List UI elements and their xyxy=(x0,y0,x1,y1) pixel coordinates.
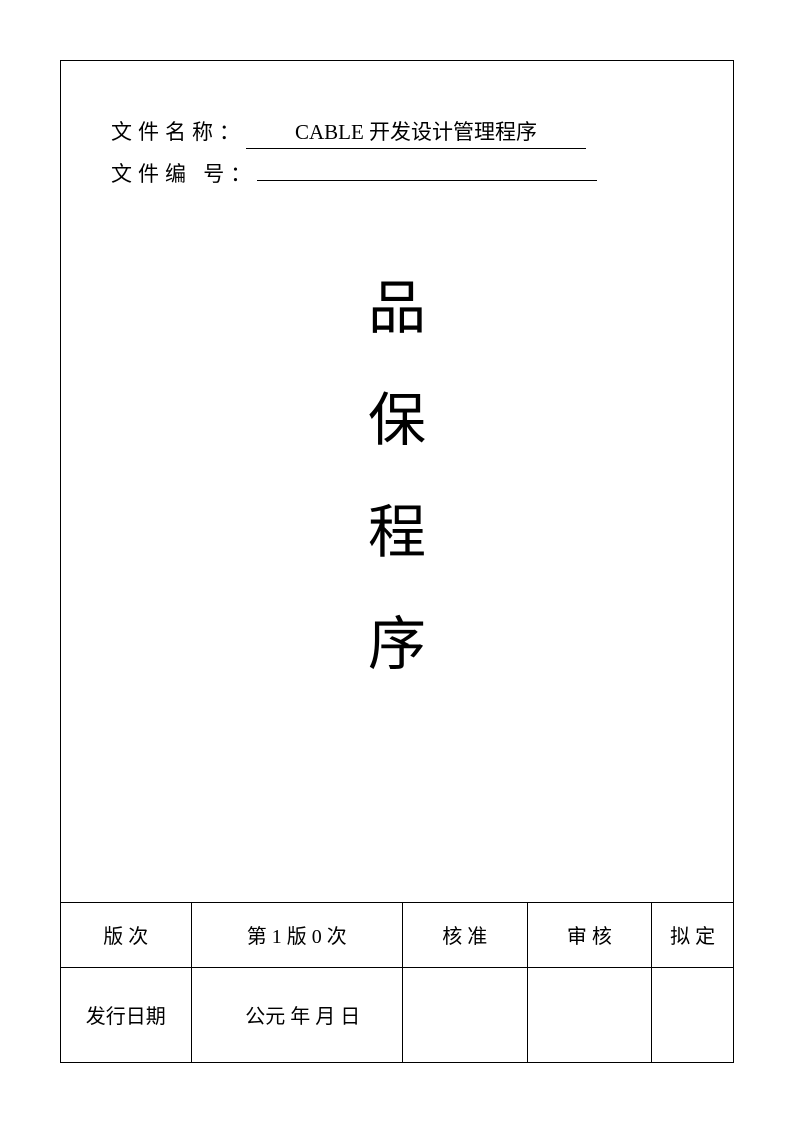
file-number-row: 文件编 号： xyxy=(111,157,683,188)
document-border: 文件名称： CABLE 开发设计管理程序 文件编 号： 品 保 程 序 版 次 … xyxy=(60,60,734,1063)
review-label-cell: 审 核 xyxy=(527,902,652,967)
version-value-cell: 第 1 版 0 次 xyxy=(191,902,402,967)
file-name-label: 文件名称： xyxy=(111,116,246,146)
title-char-3: 程 xyxy=(368,485,426,569)
approve-value-cell xyxy=(402,967,527,1062)
issue-date-value-cell: 公元 年 月 日 xyxy=(191,967,402,1062)
draft-value-cell xyxy=(652,967,733,1062)
draft-label-cell: 拟 定 xyxy=(652,902,733,967)
title-char-4: 序 xyxy=(368,597,426,681)
approval-table: 版 次 第 1 版 0 次 核 准 审 核 拟 定 发行日期 公元 年 月 日 xyxy=(61,902,733,1063)
table-data-row: 发行日期 公元 年 月 日 xyxy=(61,967,733,1062)
approve-label-cell: 核 准 xyxy=(402,902,527,967)
file-name-value: CABLE 开发设计管理程序 xyxy=(246,116,586,149)
version-label-cell: 版 次 xyxy=(61,902,191,967)
title-char-1: 品 xyxy=(368,261,426,345)
file-number-label: 文件编 号： xyxy=(111,158,257,188)
header-section: 文件名称： CABLE 开发设计管理程序 文件编 号： xyxy=(61,61,733,188)
file-number-value xyxy=(257,157,597,181)
table-header-row: 版 次 第 1 版 0 次 核 准 审 核 拟 定 xyxy=(61,902,733,967)
title-char-2: 保 xyxy=(368,373,426,457)
review-value-cell xyxy=(527,967,652,1062)
vertical-title: 品 保 程 序 xyxy=(61,261,733,681)
issue-date-label-cell: 发行日期 xyxy=(61,967,191,1062)
file-name-row: 文件名称： CABLE 开发设计管理程序 xyxy=(111,116,683,149)
